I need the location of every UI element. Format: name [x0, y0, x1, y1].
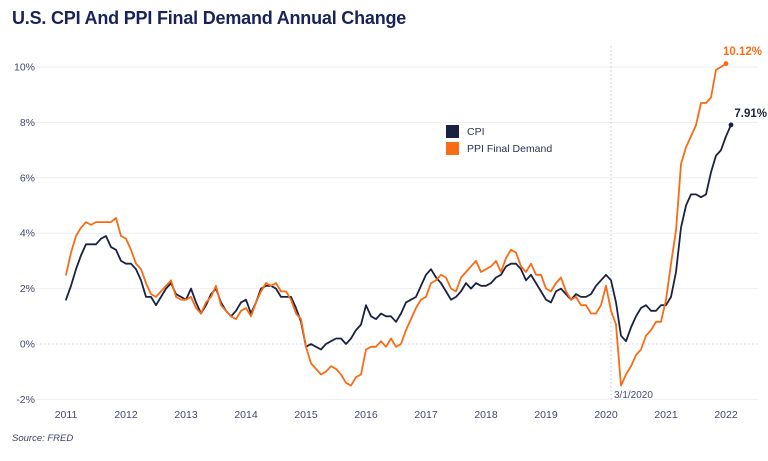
- y-tick-label: 2%: [20, 283, 35, 295]
- y-tick-label: 4%: [20, 228, 35, 240]
- ppi-color-swatch-icon: [446, 142, 459, 155]
- x-tick-label: 2015: [294, 409, 318, 421]
- y-tick-label: 6%: [20, 172, 35, 184]
- x-tick-label: 2018: [474, 409, 498, 421]
- x-tick-label: 2013: [174, 409, 198, 421]
- x-tick-label: 2016: [354, 409, 378, 421]
- event-date-label: 3/1/2020: [614, 390, 653, 401]
- x-tick-label: 2019: [534, 409, 558, 421]
- chart-legend: CPI PPI Final Demand: [446, 125, 552, 159]
- ppi-line: [65, 62, 727, 387]
- x-tick-label: 2020: [594, 409, 618, 421]
- cpi-end-dot: [728, 122, 734, 128]
- source-note: Source: FRED: [12, 433, 74, 444]
- y-tick-label: 10%: [14, 62, 35, 74]
- x-tick-label: 2017: [414, 409, 438, 421]
- legend-item-ppi: PPI Final Demand: [446, 142, 552, 155]
- y-tick-label: -2%: [16, 394, 35, 406]
- chart-title: U.S. CPI And PPI Final Demand Annual Cha…: [12, 8, 407, 28]
- cpi-line: [65, 124, 732, 351]
- ppi-end-dot: [723, 61, 729, 67]
- legend-label-cpi: CPI: [467, 125, 485, 138]
- y-tick-label: 0%: [20, 339, 35, 351]
- cpi-color-swatch-icon: [446, 125, 459, 138]
- x-tick-label: 2022: [714, 409, 738, 421]
- x-tick-label: 2014: [234, 409, 258, 421]
- cpi-end-value-label: 7.91%: [734, 108, 767, 120]
- ppi-end-value-label: 10.12%: [722, 46, 762, 58]
- y-tick-label: 8%: [20, 117, 35, 129]
- legend-label-ppi: PPI Final Demand: [467, 142, 553, 155]
- legend-item-cpi: CPI: [446, 125, 552, 138]
- x-tick-label: 2012: [114, 409, 138, 421]
- x-tick-label: 2011: [55, 409, 78, 421]
- x-tick-label: 2021: [654, 409, 678, 421]
